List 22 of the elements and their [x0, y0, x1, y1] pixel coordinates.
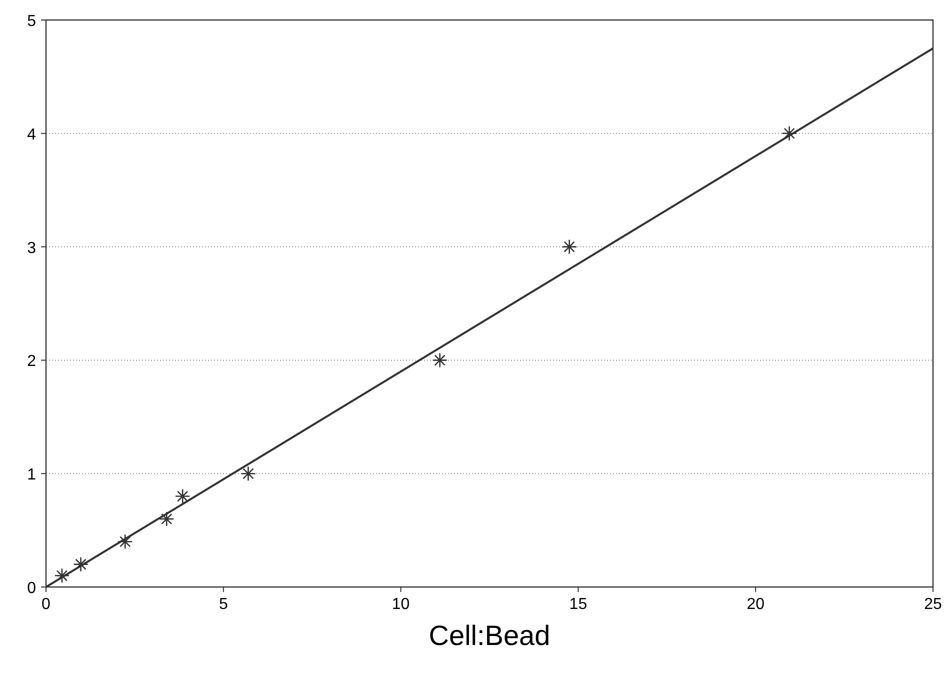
y-tick-label: 4	[27, 126, 36, 144]
x-tick-label: 0	[42, 596, 51, 613]
y-tick-label: 2	[27, 353, 36, 370]
x-tick-label: 20	[746, 596, 765, 613]
y-tick-label: 3	[27, 240, 36, 257]
x-tick-label: 10	[392, 596, 410, 613]
point	[432, 352, 448, 368]
y-tick-label: 0	[27, 580, 36, 597]
x-tick-label: 25	[924, 596, 942, 613]
point	[54, 568, 70, 584]
point	[158, 511, 174, 527]
point	[562, 239, 577, 254]
x-axis-title: Cell:Bead	[428, 620, 550, 651]
x-tick-label: 5	[218, 596, 228, 613]
point	[240, 466, 256, 482]
y-tick-label: 5	[27, 13, 36, 30]
x-tick-label: 15	[569, 596, 588, 613]
y-tick-label: 1	[27, 466, 36, 484]
point	[174, 488, 190, 504]
point	[117, 534, 133, 550]
point	[782, 126, 797, 142]
point	[73, 556, 88, 572]
